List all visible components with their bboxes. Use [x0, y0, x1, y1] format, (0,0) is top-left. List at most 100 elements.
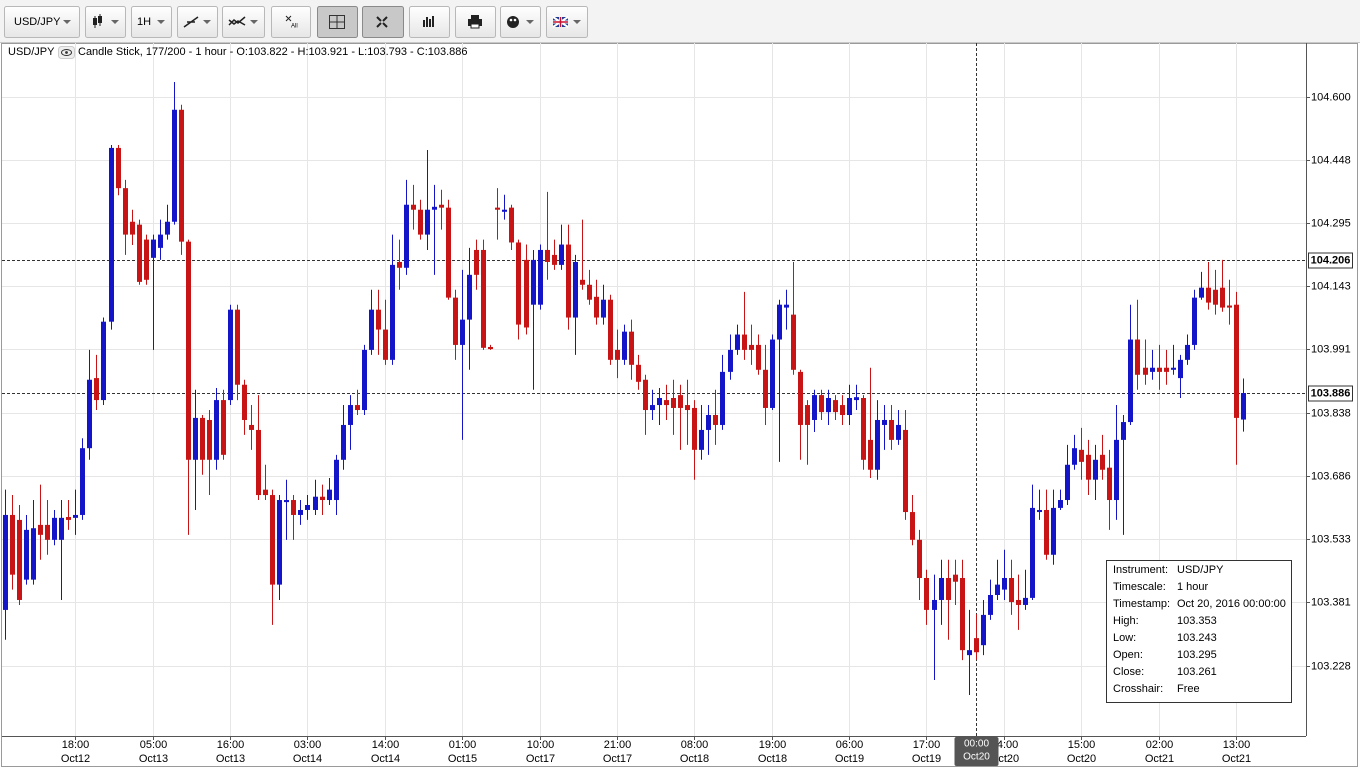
candle-body [1002, 577, 1007, 590]
print-button[interactable] [455, 6, 496, 38]
candle-body [341, 424, 346, 460]
language-dropdown[interactable] [546, 6, 588, 38]
candle-body [875, 419, 880, 470]
candle-body [277, 500, 282, 585]
timeframe-dropdown[interactable]: 1H [131, 6, 172, 38]
candle-body [200, 417, 205, 460]
candle-body [383, 329, 388, 360]
candle-body [348, 405, 353, 425]
candle-body [664, 400, 669, 406]
candle-body [974, 638, 979, 653]
candle-body [1185, 344, 1190, 360]
candle-body [355, 405, 360, 411]
candle-body [397, 261, 402, 268]
candle-body [467, 274, 472, 320]
tooltip-key: Open: [1113, 649, 1143, 661]
clear-all-button[interactable]: All [271, 6, 311, 38]
symbol-dropdown[interactable]: USD/JPY [4, 6, 80, 38]
timeframe-text: 1H [137, 16, 151, 28]
candle-body [179, 109, 184, 242]
candle-body [1037, 509, 1042, 513]
candle-body [109, 147, 114, 322]
x-tick-label: Oct20 [1067, 753, 1096, 765]
draw-tool-dropdown[interactable] [177, 6, 218, 38]
candle-body [636, 364, 641, 382]
candle-body [946, 577, 951, 600]
grid-toggle[interactable] [317, 6, 358, 38]
candle-body [1220, 287, 1225, 308]
candle-body [172, 109, 177, 222]
candle-body [559, 244, 564, 265]
x-tick-label: 06:00 [836, 739, 864, 751]
tooltip-value: 103.261 [1177, 666, 1217, 678]
candle-body [1044, 509, 1049, 555]
candle-body [151, 239, 156, 258]
visibility-toggle[interactable] [58, 46, 75, 59]
candle-body [31, 528, 36, 580]
candle-body [763, 369, 768, 408]
price-marker-label: 104.206 [1311, 254, 1351, 266]
candle-body [158, 234, 163, 248]
candle-body [327, 489, 332, 501]
candle-body [17, 519, 22, 600]
volume-button[interactable] [409, 6, 450, 38]
candle-body [3, 514, 8, 610]
x-tick-label: 14:00 [372, 739, 400, 751]
candle-body [305, 505, 310, 510]
candle-body [235, 309, 240, 385]
instrument-title: USD/JPY [8, 46, 55, 58]
candle-body [320, 496, 325, 501]
candle-body [291, 500, 296, 515]
indicator-dropdown[interactable] [222, 6, 265, 38]
candle-body [66, 517, 71, 520]
crosshair-label-box [954, 737, 999, 766]
y-tick-label: 103.686 [1311, 470, 1351, 482]
candle-body [495, 207, 500, 210]
candle-body [988, 594, 993, 615]
candle-body [221, 400, 226, 455]
fullscreen-toggle[interactable] [362, 6, 404, 38]
tooltip-key: Timestamp: [1113, 598, 1170, 610]
candle-body [38, 524, 43, 535]
x-tick-label: Oct13 [216, 753, 245, 765]
candle-body [460, 319, 465, 345]
price-marker-box [1308, 385, 1353, 402]
y-tick-label: 103.381 [1311, 596, 1351, 608]
candle-body [52, 517, 57, 540]
x-tick-label: 19:00 [759, 739, 787, 751]
candle-body [735, 334, 740, 350]
candle-body [573, 261, 578, 318]
chart-type-dropdown[interactable] [85, 6, 126, 38]
x-tick-label: Oct17 [526, 753, 555, 765]
candle-body [903, 429, 908, 513]
candle-body [713, 415, 718, 425]
candle-body [896, 424, 901, 440]
x-tick-label: 01:00 [449, 739, 477, 751]
candle-body [981, 614, 986, 646]
candle-body [622, 331, 627, 360]
candle-body [1128, 339, 1133, 423]
tooltip-box [1106, 560, 1292, 703]
x-tick-label: 10:00 [527, 739, 555, 751]
candle-body [516, 242, 521, 325]
x-tick-label: Oct14 [293, 753, 322, 765]
candle-body [59, 517, 64, 540]
y-tick-label: 104.600 [1311, 91, 1351, 103]
grid [2, 43, 1306, 736]
candle-body [939, 577, 944, 600]
x-tick-label: 18:00 [62, 739, 90, 751]
x-tick-label: Oct21 [1145, 753, 1174, 765]
candle-body [960, 577, 965, 651]
theme-dropdown[interactable] [500, 6, 541, 38]
y-tick-label: 103.838 [1311, 407, 1351, 419]
candle-body [587, 284, 592, 300]
candle-body [819, 395, 824, 413]
candle-body [798, 371, 803, 425]
candle-body [749, 344, 754, 350]
candle-body [298, 509, 303, 515]
candle-body [1178, 359, 1183, 379]
candle-body [924, 577, 929, 610]
candle-body [362, 349, 367, 411]
chart-info: Candle Stick, 177/200 - 1 hour - O:103.8… [78, 46, 468, 58]
